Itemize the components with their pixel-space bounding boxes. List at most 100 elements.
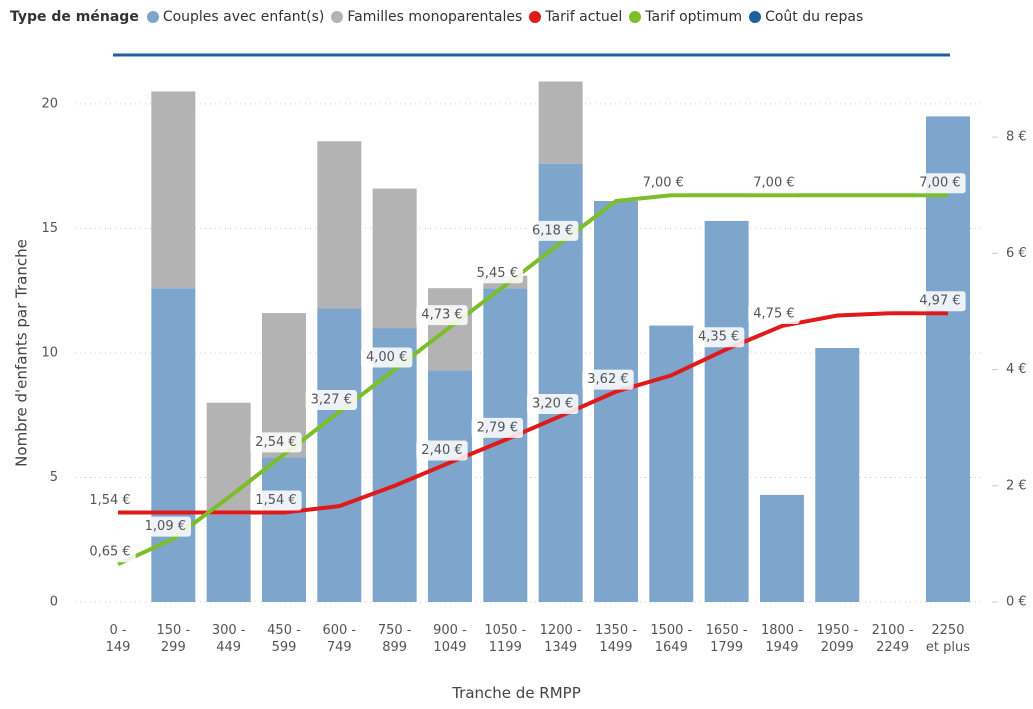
x-axis-title: Tranche de RMPP: [452, 684, 581, 702]
legend-label: Familles monoparentales: [347, 9, 523, 25]
data-label-bg: [250, 490, 302, 511]
data-label-text: 6,18 €: [532, 223, 573, 238]
bar: [704, 220, 749, 602]
bar: [593, 201, 638, 603]
data-label: 4,75 €: [748, 303, 800, 324]
data-label-text: 1,09 €: [145, 519, 186, 534]
bar: [151, 91, 196, 289]
y-tick-label: 0: [50, 595, 58, 610]
legend-label: Tarif optimum: [645, 9, 743, 25]
data-label: 3,20 €: [526, 394, 579, 415]
bar: [372, 188, 417, 329]
legend: Type de ménage Couples avec enfant(s) Fam…: [10, 9, 870, 25]
data-label: 6,18 €: [526, 220, 579, 241]
data-label-text: 4,00 €: [366, 350, 407, 365]
data-label-text: 7,00 €: [753, 176, 794, 191]
bar: [317, 141, 362, 309]
data-label-text: 4,75 €: [753, 306, 794, 321]
legend-swatch: [629, 11, 642, 23]
data-label-bg: [471, 417, 523, 438]
data-label-bg: [526, 394, 579, 415]
data-label-text: 0,65 €: [89, 545, 130, 560]
data-label-text: 2,79 €: [477, 420, 518, 435]
data-label-bg: [637, 173, 689, 194]
data-label-text: 4,73 €: [421, 308, 462, 323]
data-label-bg: [139, 516, 192, 537]
data-label-text: 7,00 €: [643, 176, 684, 191]
y-tick-label: 10: [41, 345, 58, 360]
bar: [427, 370, 472, 602]
x-tick-label: 2250 et plus: [925, 623, 970, 655]
legend-item: Familles monoparentales: [331, 9, 522, 25]
x-tick-label: 150 - 299: [156, 623, 191, 655]
data-label-text: 7,00 €: [919, 176, 960, 191]
data-label-bg: [748, 303, 800, 324]
data-label-bg: [360, 347, 413, 368]
data-label: 4,73 €: [416, 305, 468, 326]
y2-tick-label: 2 €: [1006, 478, 1027, 493]
data-label: 1,09 €: [139, 516, 192, 537]
legend-label: Coût du repas: [765, 9, 864, 25]
y2-tick-label: 0 €: [1006, 595, 1027, 610]
x-tick-label: 2100 - 2249: [871, 623, 914, 655]
data-label-bg: [305, 389, 357, 410]
x-tick-label: 600 - 749: [322, 623, 357, 655]
x-tick-label: 1950 - 2099: [816, 623, 859, 655]
y2-tick-label: 8 €: [1006, 130, 1027, 145]
legend-swatch: [331, 11, 344, 23]
data-label: 4,97 €: [914, 291, 966, 312]
data-label-text: 2,54 €: [255, 435, 296, 450]
data-label-bg: [914, 291, 966, 312]
data-label-text: 1,54 €: [255, 493, 296, 508]
data-label-bg: [416, 305, 468, 326]
data-label: 2,79 €: [471, 417, 523, 438]
bar: [317, 308, 362, 602]
data-label: 3,62 €: [582, 369, 634, 390]
x-tick-label: 900 - 1049: [433, 623, 467, 655]
data-label: 4,00 €: [360, 347, 413, 368]
legend-title: Type de ménage: [10, 9, 139, 25]
data-label: 7,00 €: [914, 173, 966, 194]
legend-item: Tarif optimum: [629, 9, 742, 25]
data-label-bg: [84, 490, 136, 511]
data-label-bg: [748, 173, 800, 194]
bar: [372, 328, 417, 602]
legend-item: Coût du repas: [749, 9, 863, 25]
data-label: 2,40 €: [416, 440, 468, 461]
data-label-bg: [526, 220, 579, 241]
line: [118, 311, 948, 515]
bar: [815, 347, 860, 602]
legend-swatch: [529, 11, 542, 23]
x-tick-label: 1200 - 1349: [539, 623, 582, 655]
y-axis-title: Nombre d'enfants par Tranche: [13, 239, 31, 467]
bar: [925, 116, 970, 602]
x-tick-label: 450 - 599: [267, 623, 301, 655]
bar: [206, 514, 251, 602]
data-label: 3,27 €: [305, 389, 357, 410]
data-label-text: 3,20 €: [532, 397, 573, 412]
data-label-text: 1,54 €: [89, 493, 130, 508]
data-label-text: 3,27 €: [311, 392, 352, 407]
legend-item: Couples avec enfant(s): [146, 9, 324, 25]
data-label-text: 2,40 €: [421, 443, 462, 458]
x-tick-label: 300 - 449: [211, 623, 246, 655]
y2-tick-label: 6 €: [1006, 246, 1027, 261]
data-label-text: 3,62 €: [587, 372, 628, 387]
data-label: 5,45 €: [471, 263, 523, 284]
data-label: 4,35 €: [692, 327, 745, 348]
legend-item: Tarif actuel: [529, 9, 622, 25]
data-label-bg: [250, 432, 302, 453]
data-label-text: 5,45 €: [477, 266, 518, 281]
data-label-bg: [416, 440, 468, 461]
data-label-bg: [471, 263, 523, 284]
x-tick-label: 0 - 149: [105, 623, 131, 655]
data-label-bg: [692, 327, 745, 348]
y-tick-label: 15: [41, 221, 58, 236]
legend-swatch: [749, 11, 762, 23]
y2-tick-label: 4 €: [1006, 362, 1027, 377]
bar: [759, 494, 804, 602]
x-tick-label: 1350 - 1499: [595, 623, 637, 655]
bar: [261, 457, 306, 602]
